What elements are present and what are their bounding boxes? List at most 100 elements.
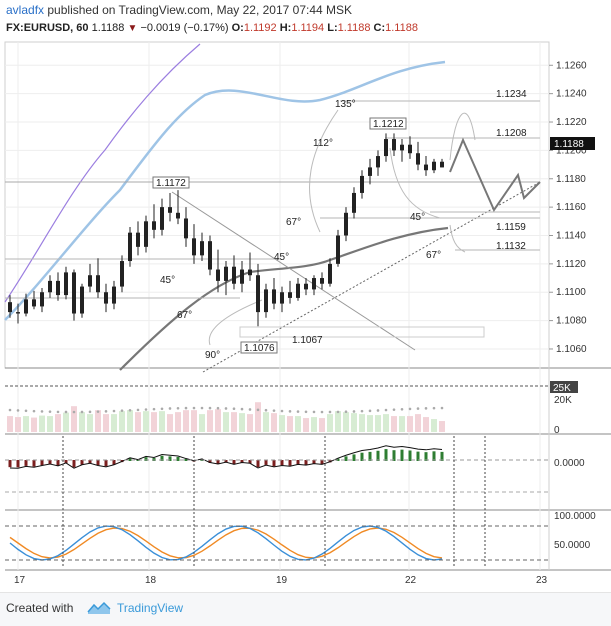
candle — [176, 190, 180, 225]
candle — [320, 272, 324, 290]
volume-bar — [135, 412, 141, 432]
angle-label: 45° — [410, 212, 425, 223]
time-tick-label: 19 — [276, 575, 288, 586]
candle — [80, 283, 84, 318]
candle — [280, 286, 284, 313]
oscillator-bar — [40, 460, 44, 466]
volume-bar — [263, 412, 269, 432]
ma-mid-line — [4, 60, 446, 321]
high-label: H: — [279, 22, 292, 34]
candle — [64, 266, 68, 300]
symbol-label: FX:EURUSD, 60 — [6, 22, 89, 34]
volume-marker-tag — [550, 381, 578, 393]
volume-ma-dot — [152, 407, 156, 411]
volume-bar — [423, 417, 429, 432]
volume-ma-dot — [184, 406, 188, 410]
oscillator-bar — [240, 460, 244, 463]
time-axis[interactable]: 17 18 19 22 23 — [14, 575, 548, 586]
stoch-k-line — [9, 525, 443, 561]
candle — [440, 158, 444, 168]
oscillator-bar — [400, 449, 404, 461]
candle — [232, 255, 236, 290]
price-tick-label: 1.1080 — [556, 316, 587, 327]
volume-bar — [191, 410, 197, 432]
tradingview-link[interactable]: TradingView — [117, 601, 184, 615]
volume-bar — [223, 412, 229, 432]
oscillator-bar — [408, 450, 412, 461]
angle-label: 90° — [205, 350, 220, 361]
price-axis[interactable]: 1.1060 1.1080 1.1100 1.1120 1.1140 1.1160 1.11… — [549, 60, 587, 355]
price-label-1234: 1.1234 — [496, 89, 527, 100]
candle — [392, 133, 396, 157]
volume-ma-dot — [24, 409, 28, 413]
volume-ma-dot — [208, 406, 212, 410]
candle — [128, 226, 132, 267]
oscillator-bar — [184, 458, 188, 461]
volume-ma-dot — [200, 406, 204, 410]
grid — [5, 42, 549, 570]
volume-ma-dot — [296, 410, 300, 413]
price-tick-label: 1.1060 — [556, 344, 587, 355]
candle — [152, 204, 156, 239]
volume-ma-dot — [192, 406, 196, 410]
volume-bar — [47, 416, 53, 432]
volume-bar — [151, 412, 157, 432]
volume-bar — [351, 413, 357, 432]
volume-ma-dot — [136, 408, 140, 412]
volume-bar — [23, 416, 29, 432]
price-tick-label: 1.1160 — [556, 202, 586, 213]
volume-bar — [71, 406, 77, 432]
volume-bar — [279, 415, 285, 432]
oscillator-bar — [368, 451, 372, 461]
volume-ma-dot — [408, 407, 412, 411]
price-tick-label: 1.1100 — [556, 287, 586, 298]
volume-bar — [311, 417, 317, 432]
publish-header: avladfx published on TradingView.com, Ma… — [6, 3, 352, 17]
volume-bar — [143, 411, 149, 432]
candle — [56, 272, 60, 301]
current-price-text: 1.1188 — [554, 139, 584, 150]
oscillator-bar — [392, 450, 396, 461]
candle — [264, 283, 268, 318]
oscillator-bar — [176, 456, 180, 461]
volume-ma-dot — [32, 409, 36, 413]
down-triangle-icon: ▼ — [127, 23, 138, 34]
angle-label: 45° — [274, 252, 289, 263]
volume-ma-dot — [64, 410, 68, 414]
volume-bar — [399, 416, 405, 432]
volume-ma-dot — [360, 409, 364, 413]
candle — [424, 156, 428, 176]
candles — [8, 133, 444, 327]
volume-ma-dot — [336, 410, 340, 414]
angle-label: 67° — [286, 217, 301, 228]
tradingview-logo-icon — [87, 601, 111, 614]
volume-ma-dot — [224, 407, 228, 410]
oscillator-bar — [320, 460, 324, 465]
candle — [400, 139, 404, 162]
candle — [368, 158, 372, 185]
volume-bar — [167, 414, 173, 432]
oscillator-bar — [104, 460, 108, 467]
candle — [296, 278, 300, 301]
volume-axis-tick: 20K — [554, 395, 572, 406]
candle — [96, 258, 100, 298]
volume-bar — [207, 410, 213, 432]
angle-label: 112° — [313, 138, 333, 149]
price-label-1159: 1.1159 — [496, 222, 526, 233]
oscillator-bar — [432, 451, 436, 461]
volume-ma-dot — [96, 410, 100, 413]
time-tick-label: 22 — [405, 575, 417, 586]
volume-ma-dot — [328, 410, 332, 414]
volume-bar — [175, 412, 181, 432]
chart-canvas[interactable]: 1.1172 1.1212 1.1076 1.1234 1.1208 1.115… — [0, 0, 611, 592]
high-value: 1.1194 — [291, 22, 325, 34]
volume-ma-dot — [144, 408, 148, 411]
angle-label: 45° — [160, 275, 175, 286]
oscillator-bar — [216, 460, 220, 465]
volume-ma-dot — [160, 407, 164, 411]
author-link[interactable]: avladfx — [6, 3, 45, 17]
candle — [248, 252, 252, 281]
candle — [360, 170, 364, 199]
time-tick-label: 23 — [536, 575, 548, 586]
oscillator-bar — [56, 460, 60, 466]
